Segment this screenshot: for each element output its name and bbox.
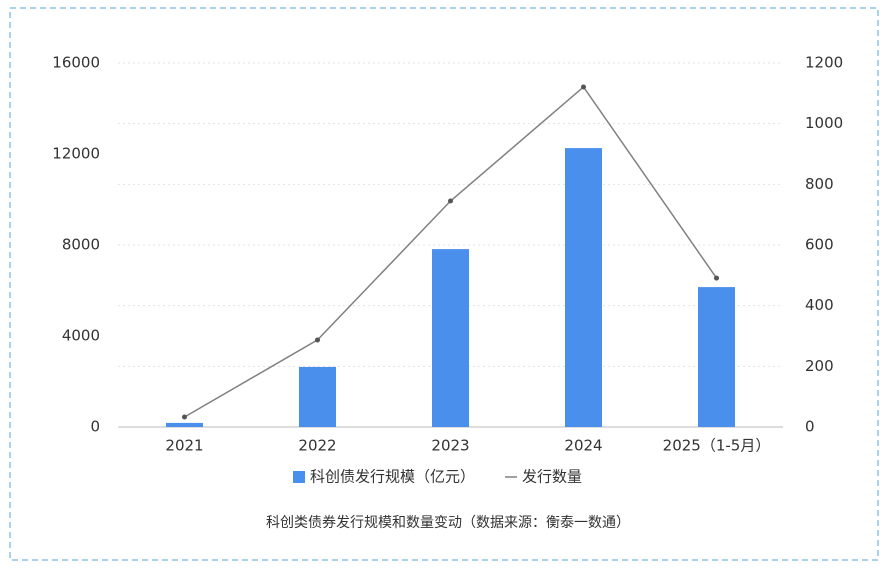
y-tick-label: 8000 [62,236,100,254]
bar [166,422,203,427]
legend-label: 科创债发行规模（亿元） [310,468,475,486]
y-tick-label: 0 [90,418,100,436]
y-tick-label: 16000 [52,54,100,72]
line-point [448,198,453,204]
caption: 科创类债券发行规模和数量变动（数据来源：衡泰一数通） [266,515,630,531]
y2-tick-label: 1000 [805,114,843,132]
bar [565,148,602,427]
legend-swatch [293,471,305,483]
bar [299,366,336,427]
x-tick-label: 2021 [165,437,203,455]
x-tick-label: 2024 [564,437,602,455]
y2-tick-label: 0 [805,418,815,436]
y2-tick-label: 600 [805,236,834,254]
line-point [714,275,719,281]
x-tick-label: 2025（1-5月） [663,437,771,455]
bar [432,249,469,427]
y-tick-label: 4000 [62,327,100,345]
y2-tick-label: 800 [805,175,834,193]
y2-tick-label: 400 [805,296,834,314]
bar [698,287,735,427]
y2-tick-label: 1200 [805,54,843,72]
y2-tick-label: 200 [805,357,834,375]
line-point [315,337,320,343]
legend-label: 发行数量 [522,468,582,486]
x-tick-label: 2022 [298,437,336,455]
x-tick-label: 2023 [431,437,469,455]
line-point [581,84,586,90]
line-point [182,414,187,420]
frame [9,7,879,561]
y-tick-label: 12000 [52,145,100,163]
